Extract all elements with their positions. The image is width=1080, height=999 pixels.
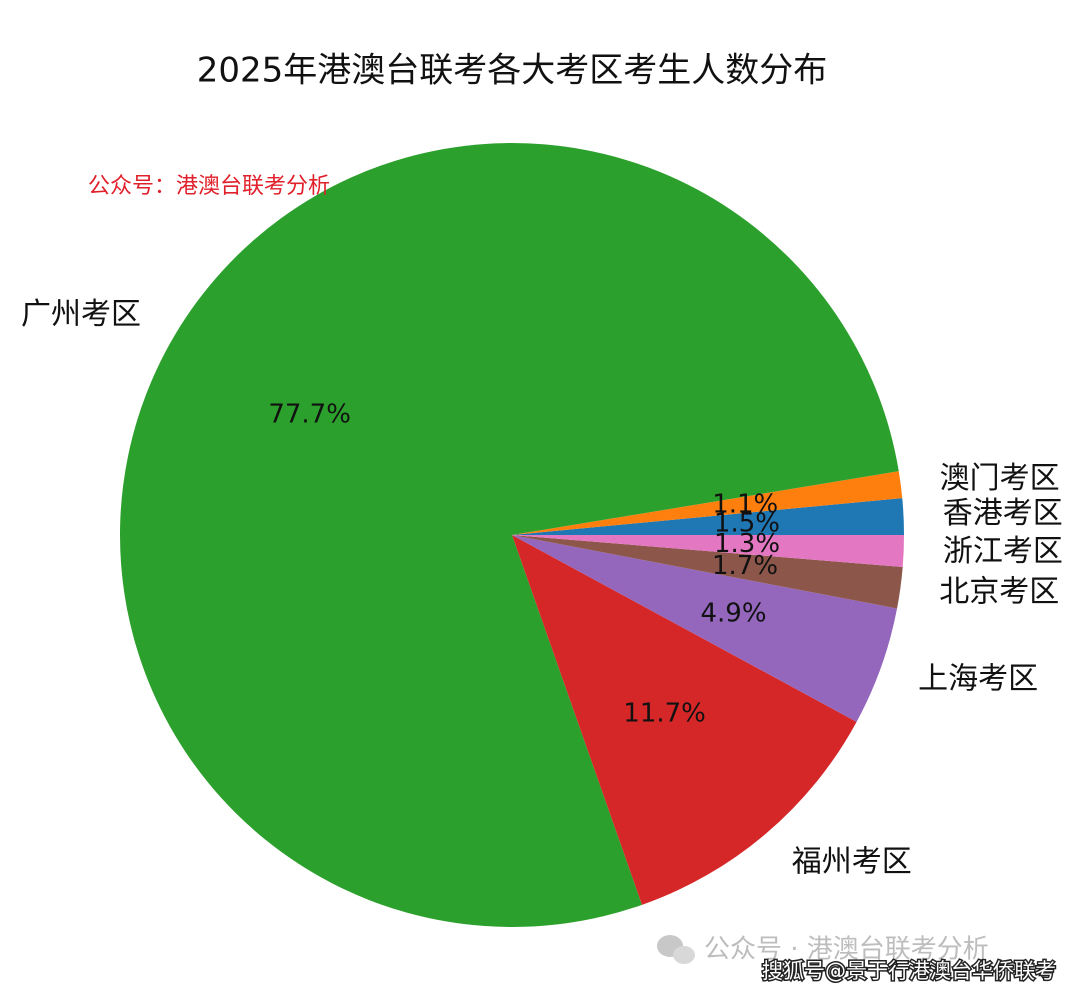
pie-slice: [512, 535, 904, 568]
watermark: 公众号 · 港澳台联考分析: [704, 935, 989, 965]
pie-slice: [512, 535, 898, 722]
value-label: 11.7%: [623, 698, 706, 728]
value-label: 4.9%: [700, 599, 766, 629]
pie-slice: [512, 535, 857, 905]
pie-slice: [119, 143, 899, 928]
value-label: 1.7%: [712, 551, 778, 581]
slices: [119, 143, 904, 928]
watermark: 公众号：港澳台联考分析: [88, 174, 330, 199]
category-label: 上海考区: [918, 661, 1038, 696]
pie-slice: [512, 535, 903, 609]
pie-slice: [512, 498, 904, 535]
category-label: 澳门考区: [940, 461, 1060, 496]
pie-slice: [512, 471, 903, 535]
value-label: 1.1%: [712, 489, 778, 519]
category-label: 北京考区: [939, 575, 1059, 610]
category-label: 广州考区: [21, 297, 141, 332]
value-label: 77.7%: [268, 400, 351, 430]
chart-title: 2025年港澳台联考各大考区考生人数分布: [197, 51, 828, 91]
category-label: 浙江考区: [943, 534, 1063, 569]
value-label: 1.5%: [714, 508, 780, 538]
category-label: 福州考区: [792, 845, 912, 880]
watermark: 搜狐号@景于行港澳台华侨联考: [762, 959, 1056, 983]
category-label: 香港考区: [943, 496, 1063, 531]
watermark-icon: [657, 935, 695, 964]
value-label: 1.3%: [714, 529, 780, 559]
